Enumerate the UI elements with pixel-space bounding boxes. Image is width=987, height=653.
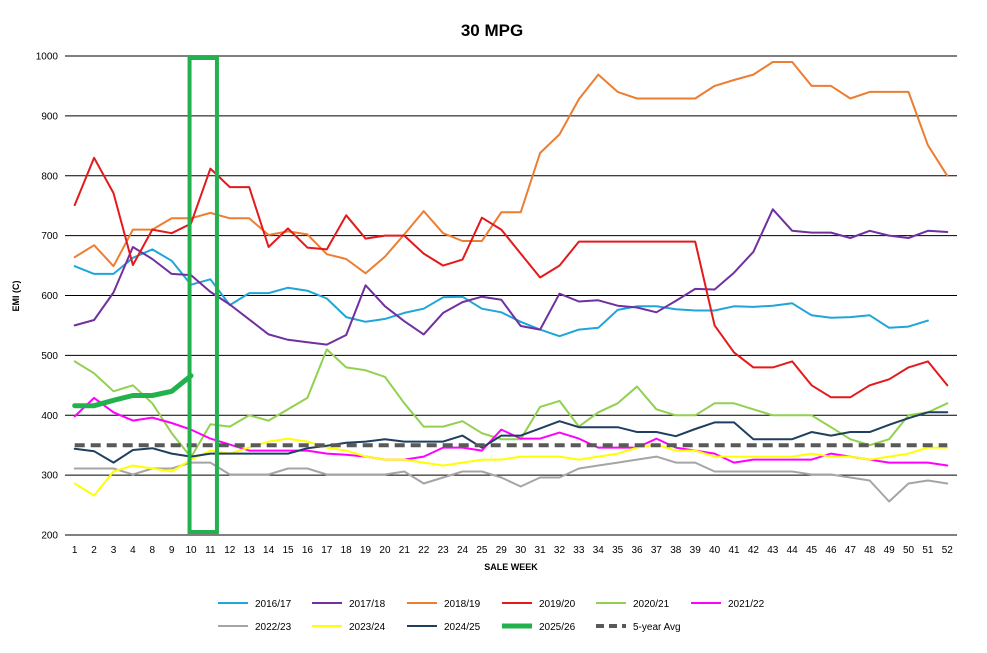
x-tick-24: 24 — [457, 545, 469, 556]
x-tick-8: 8 — [149, 545, 155, 556]
x-tick-2: 2 — [91, 545, 97, 556]
x-tick-40: 40 — [709, 545, 721, 556]
y-tick-200: 200 — [41, 531, 58, 542]
y-tick-400: 400 — [41, 411, 58, 422]
x-tick-18: 18 — [341, 545, 353, 556]
y-gridlines — [65, 55, 957, 536]
x-tick-52: 52 — [942, 545, 954, 556]
series-line-2022-23 — [73, 455, 949, 503]
y-tick-300: 300 — [41, 471, 58, 482]
x-tick-36: 36 — [631, 545, 643, 556]
series-line-2023-24 — [73, 437, 949, 497]
x-tick-47: 47 — [845, 545, 857, 556]
highlight-box — [187, 56, 219, 534]
y-tick-500: 500 — [41, 351, 58, 362]
x-tick-22: 22 — [418, 545, 430, 556]
x-axis-label: SALE WEEK — [484, 562, 538, 572]
x-tick-42: 42 — [748, 545, 760, 556]
y-tick-900: 900 — [41, 111, 58, 122]
legend-label-2017-18: 2017/18 — [349, 599, 386, 610]
legend-label-2020-21: 2020/21 — [633, 599, 670, 610]
legend-label-2024-25: 2024/25 — [444, 622, 481, 633]
series-line-2019-20 — [73, 156, 949, 399]
x-tick-39: 39 — [690, 545, 702, 556]
x-tick-49: 49 — [884, 545, 896, 556]
y-tick-labels: 200 300 400 500 600 700 800 900 1000 — [36, 52, 59, 542]
x-tick-43: 43 — [767, 545, 779, 556]
y-tick-1000: 1000 — [36, 52, 59, 63]
x-tick-48: 48 — [864, 545, 876, 556]
x-tick-33: 33 — [573, 545, 585, 556]
legend-label-2018-19: 2018/19 — [444, 599, 481, 610]
x-tick-41: 41 — [728, 545, 740, 556]
x-tick-3: 3 — [111, 545, 117, 556]
x-tick-38: 38 — [670, 545, 682, 556]
x-tick-37: 37 — [651, 545, 663, 556]
y-tick-600: 600 — [41, 291, 58, 302]
highlight-layer — [187, 56, 219, 534]
series-line-2024-25 — [73, 411, 949, 464]
x-tick-10: 10 — [185, 545, 197, 556]
series-line-2025-26 — [72, 373, 194, 409]
legend-label-5-year-avg: 5-year Avg — [633, 622, 681, 633]
legend: 2016/17 2017/18 2018/19 2019/20 2020/21 2021/… — [218, 599, 765, 633]
x-tick-25: 25 — [476, 545, 488, 556]
y-axis-label: EMI (C) — [11, 281, 21, 312]
series-layer — [72, 61, 949, 503]
x-tick-35: 35 — [612, 545, 624, 556]
x-tick-21: 21 — [399, 545, 411, 556]
x-tick-45: 45 — [806, 545, 818, 556]
x-tick-51: 51 — [922, 545, 934, 556]
x-tick-1: 1 — [72, 545, 78, 556]
legend-label-2023-24: 2023/24 — [349, 622, 386, 633]
x-tick-31: 31 — [535, 545, 547, 556]
legend-label-2021-22: 2021/22 — [728, 599, 765, 610]
x-tick-23: 23 — [438, 545, 450, 556]
x-tick-32: 32 — [554, 545, 566, 556]
legend-label-2025-26: 2025/26 — [539, 622, 576, 633]
x-tick-20: 20 — [379, 545, 391, 556]
x-tick-4: 4 — [130, 545, 136, 556]
x-tick-11: 11 — [205, 545, 216, 556]
x-tick-44: 44 — [787, 545, 799, 556]
x-tick-15: 15 — [282, 545, 294, 556]
x-tick-50: 50 — [903, 545, 915, 556]
y-tick-800: 800 — [41, 171, 58, 182]
series-line-2021-22 — [73, 396, 949, 467]
x-tick-labels: 1 2 3 4 8 9 10 11 12 13 14 15 16 17 18 19 20 21 22 23 24 25 29… — [72, 545, 953, 556]
series-line-2016-17 — [73, 248, 929, 338]
legend-label-2019-20: 2019/20 — [539, 599, 576, 610]
x-tick-34: 34 — [593, 545, 605, 556]
x-tick-14: 14 — [263, 545, 275, 556]
x-tick-29: 29 — [496, 545, 508, 556]
x-tick-16: 16 — [302, 545, 314, 556]
series-line-2018-19 — [73, 61, 949, 275]
legend-label-2016-17: 2016/17 — [255, 599, 292, 610]
x-tick-19: 19 — [360, 545, 372, 556]
chart-title: 30 MPG — [461, 21, 523, 40]
x-tick-30: 30 — [515, 545, 527, 556]
x-tick-9: 9 — [169, 545, 175, 556]
series-line-2020-21 — [73, 348, 949, 459]
series-line-2017-18 — [73, 208, 949, 346]
legend-label-2022-23: 2022/23 — [255, 622, 292, 633]
x-tick-17: 17 — [321, 545, 333, 556]
y-tick-700: 700 — [41, 231, 58, 242]
x-tick-13: 13 — [244, 545, 256, 556]
x-tick-12: 12 — [224, 545, 236, 556]
x-tick-46: 46 — [825, 545, 837, 556]
